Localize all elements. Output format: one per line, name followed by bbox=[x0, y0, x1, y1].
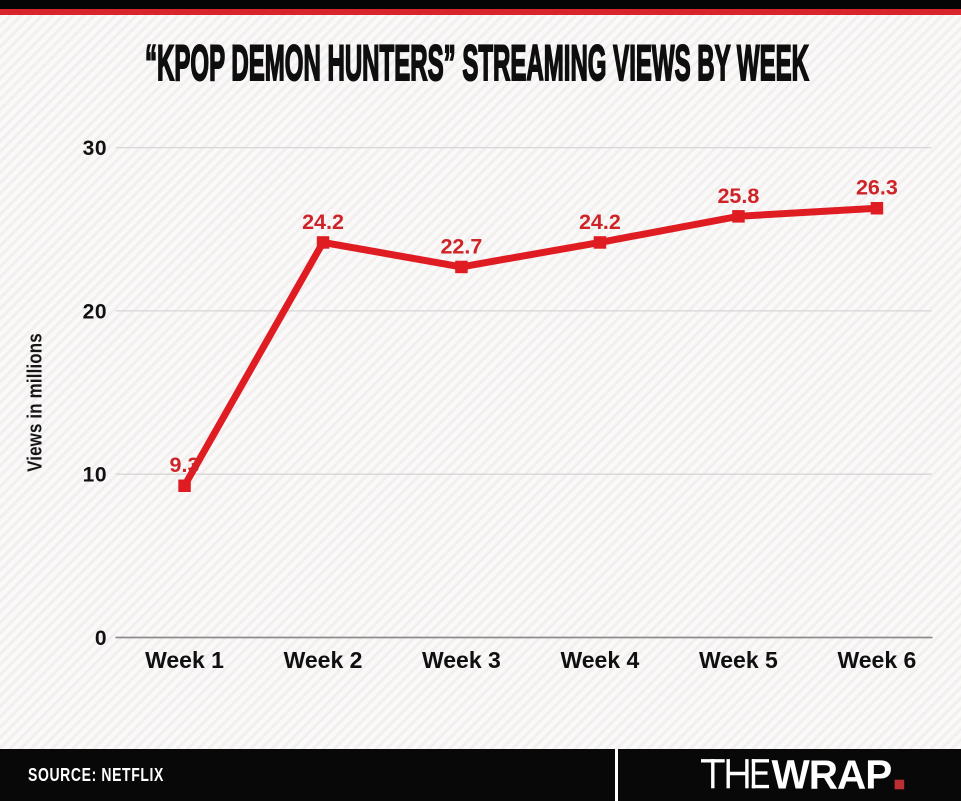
svg-text:WRAP: WRAP bbox=[772, 751, 892, 797]
svg-text:Week 3: Week 3 bbox=[422, 647, 501, 673]
svg-text:Week 2: Week 2 bbox=[284, 647, 363, 673]
svg-text:Week 1: Week 1 bbox=[145, 647, 224, 673]
svg-text:Week 5: Week 5 bbox=[699, 647, 778, 673]
svg-text:9.3: 9.3 bbox=[170, 453, 200, 477]
svg-text:24.2: 24.2 bbox=[302, 210, 344, 234]
svg-text:24.2: 24.2 bbox=[579, 210, 621, 234]
svg-text:10: 10 bbox=[83, 464, 108, 487]
svg-text:25.8: 25.8 bbox=[717, 184, 759, 208]
svg-text:20: 20 bbox=[83, 300, 108, 323]
svg-text:Week 6: Week 6 bbox=[837, 647, 916, 673]
svg-text:0: 0 bbox=[95, 627, 107, 650]
svg-text:30: 30 bbox=[83, 137, 108, 160]
svg-text:Week 4: Week 4 bbox=[560, 647, 639, 673]
svg-text:26.3: 26.3 bbox=[856, 176, 898, 200]
svg-text:22.7: 22.7 bbox=[440, 234, 482, 258]
